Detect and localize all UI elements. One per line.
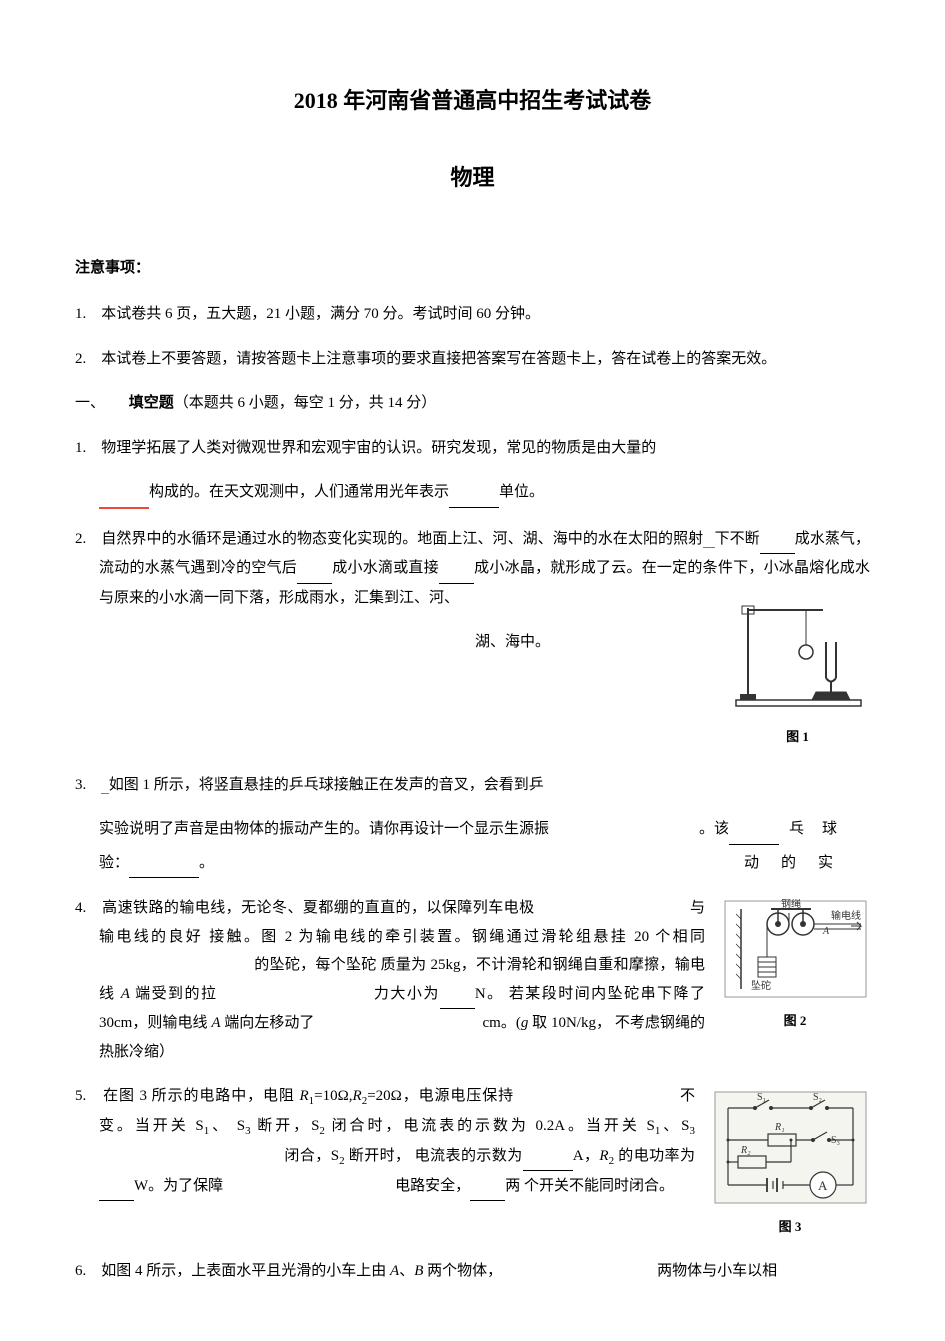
notice-text: 本试卷共 6 页，五大题，21 小题，满分 70 分。考试时间 60 分钟。 (101, 306, 540, 322)
exam-title: 2018 年河南省普通高中招生考试试卷 (75, 80, 870, 122)
question-text: 验： (99, 855, 129, 871)
question-text: 两物体与小车以相 (657, 1263, 777, 1279)
fill-blank (99, 478, 149, 509)
question-number: 2. (75, 531, 86, 547)
question-text: 成小水滴或直接 (332, 560, 439, 576)
question-4: 4. 高速铁路的输电线，无论冬、夏都绷的直直的，以保障列车电极与输电线的良好 接… (75, 894, 870, 1066)
q3-line: 实验说明了声音是由物体的振动产生的。请你再设计一个显示生源振 乓球 。该 (75, 815, 870, 845)
question-5: 5. 在图 3 所示的电路中，电阻 R1=10Ω,R2=20Ω，电源电压保持不变… (75, 1082, 870, 1201)
question-number: 6. (75, 1263, 86, 1279)
question-1: 1. 物理学拓展了人类对微观世界和宏观宇宙的认识。研究发现，常见的物质是由大量的 (75, 434, 870, 463)
question-text: 。该 (699, 815, 729, 844)
fill-blank (523, 1142, 573, 1172)
figure-3-label: 图 3 (710, 1215, 870, 1240)
question-text: S3 断开，S2 闭合时，电流表的示数为 0.2A。当开关 S1、S3 (237, 1118, 695, 1134)
fill-blank (99, 1172, 134, 1202)
notice-num: 1. (75, 306, 101, 322)
notice-text: 本试卷上不要答题，请按答题卡上注意事项的要求直接把答案写在答题卡上，答在试卷上的… (101, 351, 776, 367)
notice-item-2: 2. 本试卷上不要答题，请按答题卡上注意事项的要求直接把答案写在答题卡上，答在试… (75, 345, 870, 374)
notice-num: 2. (75, 351, 101, 367)
fill-blank (449, 478, 499, 508)
question-2: 2. 自然界中的水循环是通过水的物态变化实现的。地面上江、河、湖、海中的水在太阳… (75, 525, 870, 613)
question-text: 在图 3 所示的电路中，电阻 R1=10Ω,R2=20Ω，电源电压保持 (103, 1088, 514, 1104)
fill-blank (297, 554, 332, 584)
question-number: 4. (75, 900, 86, 916)
notice-header: 注意事项： (75, 254, 870, 283)
question-text: 两 (505, 1178, 520, 1194)
question-number: 3. (75, 777, 86, 793)
question-text: 自然界中的水循环是通过水的物态变化实现的。地面上江、河、湖、海中的水在太阳的照射 (101, 531, 703, 547)
question-text: 的坠砣，每个坠砣 (254, 957, 377, 973)
exam-subject: 物理 (75, 157, 870, 199)
section-name: 填空题 (129, 395, 174, 411)
q3-line2: 验： 。 动的实 (75, 849, 870, 879)
question-text: 动的实 (744, 849, 855, 878)
question-number: 5. (75, 1088, 86, 1104)
fill-blank (439, 554, 474, 584)
notice-item-1: 1. 本试卷共 6 页，五大题，21 小题，满分 70 分。考试时间 60 分钟… (75, 300, 870, 329)
question-text: 。 (199, 855, 214, 871)
question-text: 接触。图 2 为输电线的牵引装置。钢绳通过滑轮组悬挂 20 个相同 (209, 929, 705, 945)
fill-blank (440, 980, 475, 1010)
figure-1-label: 图 1 (725, 725, 870, 750)
question-text: 如图 1 所示，将竖直悬挂的乒乓球接触正在发声的音叉，会看到乒 (109, 777, 544, 793)
question-text: 个开关不能同时闭合。 (524, 1178, 674, 1194)
question-text: 实验说明了声音是由物体的振动产生的。请你再设计一个显示生源振 (99, 815, 579, 844)
figure-1: 图 1 (725, 600, 870, 749)
question-text: 单位。 (499, 484, 544, 500)
question-text: 力大小为 (372, 986, 439, 1002)
question-text: 电流表的示数为 (415, 1148, 523, 1164)
fill-blank (729, 815, 779, 845)
figure-1-image (725, 600, 870, 723)
question-text: 湖、海中。 (475, 628, 550, 657)
question-text: 构成的。在天文观测中，人们通常用光年表示 (149, 484, 449, 500)
question-text: 乓球 (789, 815, 855, 844)
section-desc: （本题共 6 小题，每空 1 分，共 14 分） (174, 395, 437, 411)
fill-blank (129, 849, 199, 879)
question-text: 闭合，S2 断开时， (284, 1148, 410, 1164)
question-text: cm。(g 取 10N/kg， (482, 1015, 611, 1031)
red-blank (703, 531, 714, 548)
fill-blank (470, 1172, 505, 1202)
question-text: N。 (475, 986, 504, 1002)
question-text: A，R2 的电功率为 (573, 1148, 695, 1164)
question-1-line2: 构成的。在天文观测中，人们通常用光年表示 单位。 (75, 478, 870, 509)
section-header: 一、 填空题（本题共 6 小题，每空 1 分，共 14 分） (75, 389, 870, 418)
question-3: 3. 如图 1 所示，将竖直悬挂的乒乓球接触正在发声的音叉，会看到乒 (75, 771, 870, 800)
question-text: 下不断 (715, 531, 760, 547)
tuning-fork-diagram (728, 600, 868, 715)
section-number: 一、 (75, 389, 125, 418)
question-6: 6. 如图 4 所示，上表面水平且光滑的小车上由 A、B 两个物体， 两物体与小车… (75, 1257, 870, 1286)
fill-blank (760, 525, 795, 555)
question-number: 1. (75, 440, 86, 456)
question-text: 高速铁路的输电线，无论冬、夏都绷的直直的，以保障列车电极 (102, 900, 534, 916)
question-text: 物理学拓展了人类对微观世界和宏观宇宙的认识。研究发现，常见的物质是由大量的 (101, 440, 656, 456)
question-text: 电路安全， (395, 1178, 470, 1194)
question-text: W。为了保障 (134, 1178, 223, 1194)
question-text: 如图 4 所示，上表面水平且光滑的小车上由 A、B 两个物体， (101, 1263, 502, 1279)
red-blank (101, 777, 109, 794)
